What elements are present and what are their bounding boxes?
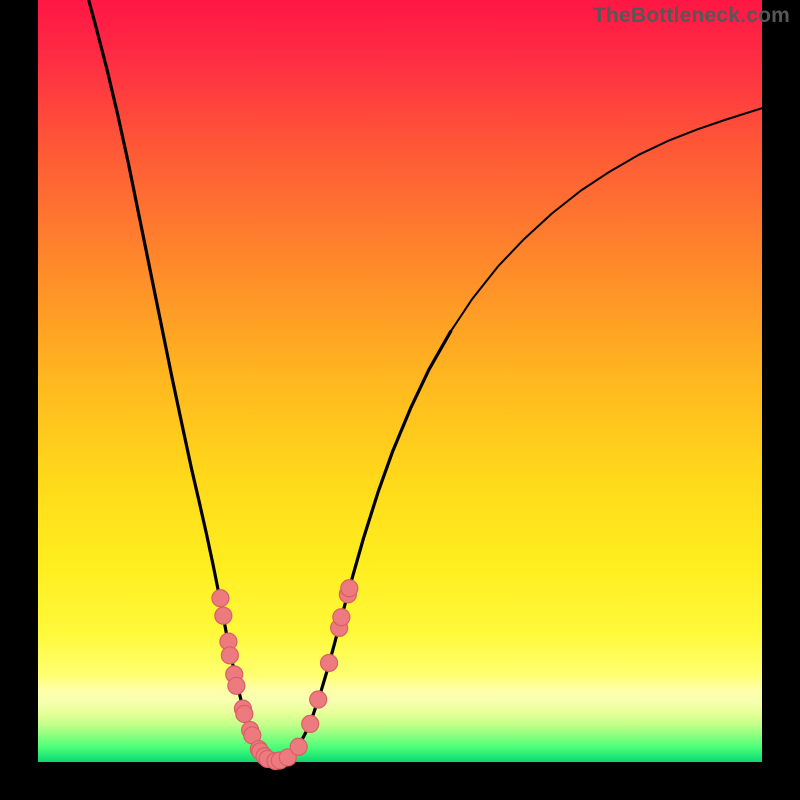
bottleneck-curve-chart: [0, 0, 800, 800]
marker-dot: [290, 738, 307, 755]
marker-dot: [212, 590, 229, 607]
chart-container: TheBottleneck.com: [0, 0, 800, 800]
marker-dot: [333, 609, 350, 626]
watermark-text: TheBottleneck.com: [593, 4, 790, 28]
marker-dot: [236, 705, 253, 722]
marker-dot: [221, 647, 238, 664]
marker-dot: [215, 607, 232, 624]
marker-dot: [310, 691, 327, 708]
plot-background: [38, 0, 762, 762]
marker-dot: [228, 677, 245, 694]
marker-dot: [341, 580, 358, 597]
marker-dot: [302, 715, 319, 732]
marker-dot: [321, 654, 338, 671]
